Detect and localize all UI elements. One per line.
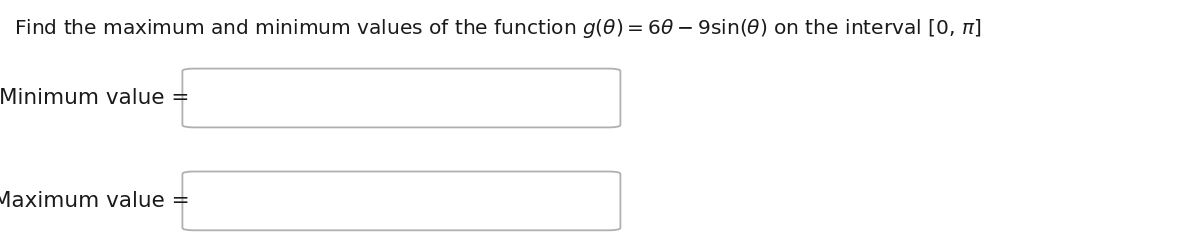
Text: Find the maximum and minimum values of the function $g(\theta) = 6\theta - 9\sin: Find the maximum and minimum values of t… bbox=[14, 17, 983, 40]
FancyBboxPatch shape bbox=[182, 172, 620, 230]
FancyBboxPatch shape bbox=[182, 69, 620, 127]
Text: Minimum value =: Minimum value = bbox=[0, 88, 190, 108]
Text: Maximum value =: Maximum value = bbox=[0, 191, 190, 211]
